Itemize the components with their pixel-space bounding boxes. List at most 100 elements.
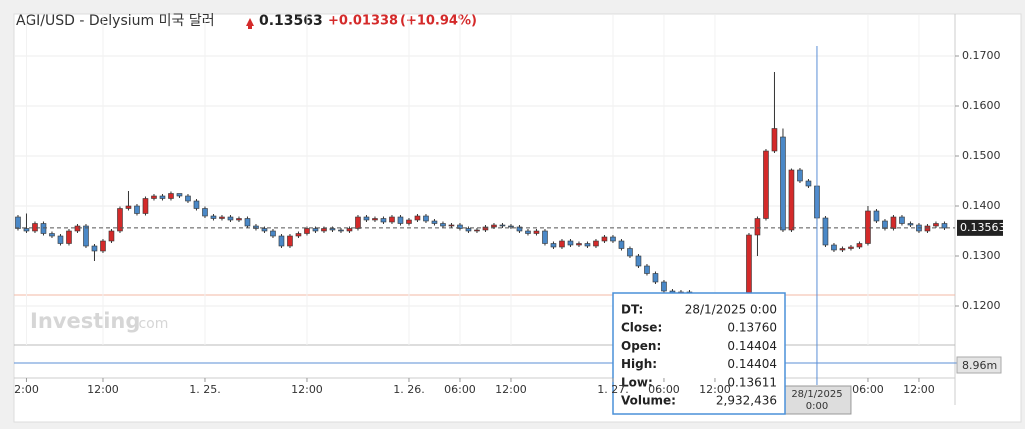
tooltip-key: High: [621,357,657,371]
volume-label: 8.96m [962,359,997,372]
candle-body [372,218,378,221]
candle-body [159,195,166,199]
candle-body [168,193,174,199]
crosshair-label: 28/1/2025 [791,389,842,400]
candle-body [15,216,21,229]
candle-body [618,240,625,249]
candle-body [882,220,888,229]
candle-body [304,228,310,234]
candle-body [627,248,633,257]
x-tick-label: 12:00 [903,383,935,396]
candle-body [610,236,616,242]
candle-body [457,224,463,229]
candle-body [499,224,506,227]
candle-body [74,225,81,232]
candle-body [295,233,302,237]
candle-body [108,230,115,242]
tooltip-value: 0.13760 [727,321,777,335]
x-tick-label: 12:00 [699,383,731,396]
candle-body [525,230,531,234]
candle-body [848,246,854,249]
candle-body [567,240,574,246]
candle-body [227,216,234,221]
candle-body [508,225,514,228]
candle-body [202,208,208,217]
candle-body [831,244,837,251]
up-arrow [246,18,254,29]
candle-body [839,248,846,251]
candle-body [83,225,89,247]
candle-body [652,273,659,283]
tooltip-key: Open: [621,339,661,353]
tooltip-value: 2,932,436 [716,394,777,408]
candle-body [873,210,880,222]
candle-body [797,169,803,182]
candle-body [389,216,395,223]
chart-bg [13,13,1022,423]
candle-body [550,243,557,248]
y-tick-label: 0.1400 [962,199,1001,212]
tooltip-key: Low: [621,375,653,389]
candle-body [321,228,327,232]
candle-body [380,218,387,223]
candle-body [899,216,905,224]
candle-body [805,180,812,187]
candle-body [23,228,30,232]
candle-body [533,230,540,234]
candle-body [397,216,404,224]
tooltip-key: DT: [621,303,643,317]
watermark: Investing [30,309,140,333]
candle-body [465,228,472,232]
candle-body [414,215,421,221]
x-tick-label: 06:00 [648,383,680,396]
candle-body [780,136,786,231]
x-tick-label: 2:00 [14,383,39,396]
candle-body [644,265,650,274]
x-tick-label: 12:00 [87,383,119,396]
candle-body [559,240,565,248]
candle-body [924,225,931,232]
x-tick-label: 06:00 [852,383,884,396]
candle-body [482,226,489,231]
candle-body [40,223,47,234]
y-tick-label: 0.1200 [962,299,1001,312]
y-tick-label: 0.1300 [962,249,1001,262]
candle-body [244,218,251,227]
candle-body [941,223,948,229]
header-change: +0.01338 [328,14,398,29]
candle-body [312,228,319,232]
candle-body [423,215,429,222]
candle-body [338,229,344,232]
candle-body [261,228,268,232]
candle-body [576,243,582,246]
candle-body [601,236,608,242]
candle-body [635,255,642,267]
candle-body [176,193,183,197]
candle-body [363,216,370,221]
candle-body [185,195,191,202]
x-tick-label: 1. 27. [597,383,629,396]
candle-body [516,226,523,232]
candle-body [329,228,336,231]
candle-body [933,223,939,227]
candle-body [440,223,446,227]
x-tick-label: 1. 26. [393,383,425,396]
x-tick-label: 1. 25. [189,383,221,396]
tooltip-value: 0.14404 [727,339,777,353]
x-tick-label: 12:00 [291,383,323,396]
x-tick-label: 06:00 [444,383,476,396]
candle-body [66,230,72,244]
candle-body [474,229,480,232]
last-price-label: 0.13563 [960,221,1006,234]
last-price-tag [957,219,1003,236]
candle-body [448,224,455,227]
candle-body [822,217,829,246]
tooltip-value: 28/1/2025 0:00 [685,303,777,317]
candle-body [278,235,285,247]
y-tick-label: 0.1600 [962,99,1001,112]
tooltip-box [612,292,786,415]
x-tick-label: 12:00 [495,383,527,396]
tooltip-value: 0.14404 [727,357,777,371]
candle-body [57,235,64,244]
